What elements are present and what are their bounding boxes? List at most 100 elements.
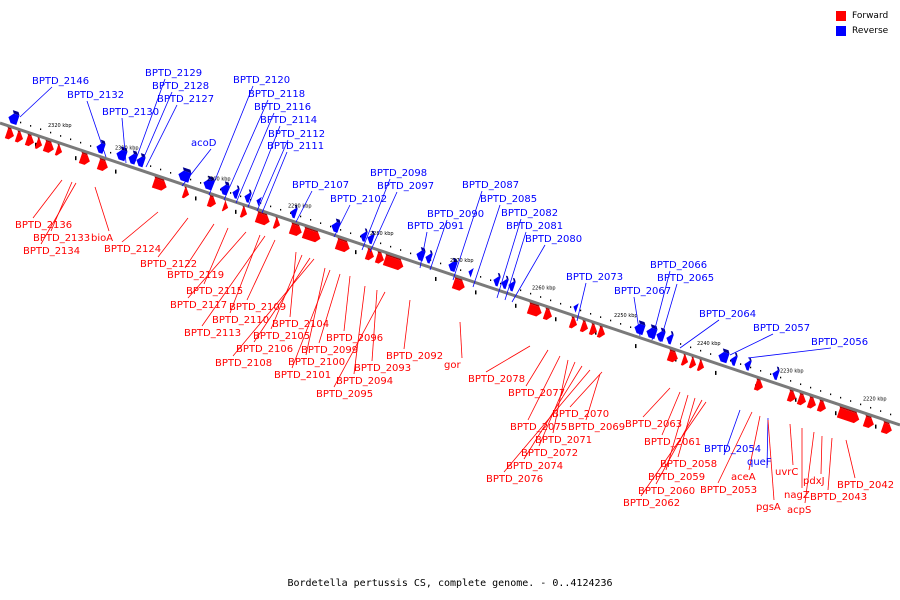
- major-tick: [195, 196, 197, 201]
- minor-tick: [560, 302, 562, 305]
- minor-tick: [790, 380, 792, 382]
- minor-tick: [490, 279, 492, 282]
- forward-gene-label: BPTD_2053: [700, 485, 757, 496]
- minor-tick: [70, 138, 72, 141]
- reverse-gene: [573, 299, 579, 313]
- reverse-gene-label: BPTD_2057: [753, 323, 810, 334]
- reverse-gene: [96, 139, 106, 154]
- kbp-tick-label: 2310 kbp: [115, 146, 139, 152]
- reverse-gene-label: BPTD_2090: [427, 209, 484, 220]
- forward-gene-label: BPTD_2124: [104, 244, 161, 255]
- forward-leader: [585, 373, 601, 421]
- major-tick: [235, 209, 237, 214]
- reverse-gene-label: BPTD_2146: [32, 76, 89, 87]
- kbp-tick-label: 2240 kbp: [697, 341, 721, 347]
- major-tick: [875, 424, 877, 429]
- reverse-leader: [121, 117, 127, 164]
- minor-tick: [570, 306, 572, 308]
- reverse-leader: [729, 333, 774, 356]
- reverse-gene: [744, 357, 752, 371]
- minor-tick: [700, 349, 702, 352]
- reverse-swatch: [836, 25, 846, 36]
- forward-gene-label: BPTD_2134: [23, 246, 80, 257]
- reverse-gene-label: BPTD_2129: [145, 68, 202, 79]
- minor-tick: [550, 299, 552, 302]
- forward-gene-label: BPTD_2058: [660, 459, 717, 470]
- forward-leader: [291, 269, 331, 369]
- gene-labels: BPTD_2146 BPTD_2132 BPTD_2130 BPTD_2129 BPTD…: [15, 68, 894, 516]
- forward-gene-label: BPTD_2113: [184, 328, 241, 339]
- forward-gene-label: BPTD_2060: [638, 486, 695, 497]
- reverse-leader: [223, 99, 269, 201]
- forward-gene-label: nagZ: [784, 490, 810, 501]
- minor-tick: [320, 222, 322, 224]
- forward-leader: [318, 273, 341, 344]
- forward-leader: [32, 179, 63, 219]
- reverse-gene-label: BPTD_2098: [370, 168, 427, 179]
- minor-tick: [200, 182, 202, 184]
- forward-gene-label: BPTD_2072: [521, 448, 578, 459]
- reverse-gene: [468, 264, 474, 278]
- forward-gene-label: BPTD_2106: [236, 344, 293, 355]
- reverse-gene-label: BPTD_2091: [407, 221, 464, 232]
- kbp-tick-label: 2250 kbp: [614, 313, 638, 319]
- forward-leader: [403, 299, 411, 350]
- reverse-gene: [718, 348, 730, 364]
- forward-leader: [717, 411, 753, 484]
- major-tick: [115, 169, 117, 174]
- reverse-leader: [766, 417, 769, 469]
- legend-reverse-label: Reverse: [852, 25, 889, 36]
- forward-gene-label: BPTD_2109: [229, 302, 286, 313]
- forward-leader: [121, 211, 159, 243]
- reverse-leader: [633, 296, 641, 337]
- forward-leader: [820, 435, 823, 475]
- reverse-gene-label: BPTD_2118: [248, 89, 305, 100]
- forward-leader: [343, 275, 351, 332]
- minor-tick: [110, 151, 112, 154]
- minor-tick: [590, 312, 592, 315]
- major-tick: [75, 156, 77, 161]
- reverse-leader: [419, 231, 428, 269]
- minor-tick: [540, 296, 542, 298]
- reverse-leader: [295, 190, 313, 223]
- kbp-tick-label: 2290 kbp: [288, 204, 312, 210]
- forward-leader: [459, 321, 463, 359]
- reverse-leader: [747, 347, 832, 359]
- major-tick: [475, 290, 477, 295]
- minor-tick: [50, 131, 52, 134]
- minor-tick: [530, 292, 532, 295]
- forward-leader: [640, 401, 707, 497]
- reverse-gene-label: queF: [747, 457, 772, 468]
- minor-tick: [890, 413, 892, 416]
- minor-tick: [620, 323, 622, 325]
- forward-gene-label: BPTD_2095: [316, 389, 373, 400]
- forward-gene-label: BPTD_2108: [215, 358, 272, 369]
- forward-gene-label: aceA: [731, 472, 756, 483]
- forward-gene-label: BPTD_2063: [625, 419, 682, 430]
- reverse-leader: [679, 319, 720, 349]
- minor-tick: [390, 245, 392, 248]
- kbp-ticks: 2320 kbp 2310 kbp 2300 kbp 2290 kbp 2280 kbp…: [48, 123, 887, 402]
- label-leaders: [19, 78, 856, 504]
- forward-leader: [246, 239, 276, 301]
- minor-tick: [230, 192, 232, 194]
- minor-tick: [730, 359, 732, 362]
- minor-tick: [170, 172, 172, 174]
- forward-leader: [538, 361, 576, 447]
- major-tick: [835, 411, 837, 416]
- forward-gene-label: BPTD_2059: [648, 472, 705, 483]
- forward-gene-label: BPTD_2104: [272, 319, 329, 330]
- minor-tick: [760, 370, 762, 372]
- forward-leader: [642, 387, 671, 418]
- forward-leader: [353, 285, 366, 375]
- reverse-gene: [646, 324, 658, 340]
- forward-gene-label: BPTD_2094: [336, 376, 393, 387]
- legend-reverse: Reverse: [836, 23, 888, 38]
- reverse-gene: [367, 230, 375, 245]
- forward-leader: [661, 391, 681, 436]
- minor-tick: [600, 316, 602, 318]
- forward-gene-label: pdxJ: [803, 476, 825, 487]
- minor-tick: [440, 262, 442, 265]
- minor-tick: [220, 188, 222, 191]
